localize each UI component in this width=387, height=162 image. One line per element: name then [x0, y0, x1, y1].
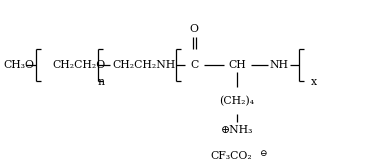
Text: O: O [190, 24, 199, 34]
Text: n: n [98, 77, 105, 87]
Text: CH₂CH₂NH: CH₂CH₂NH [112, 60, 175, 70]
Text: CH: CH [228, 60, 246, 70]
Text: CF₃CO₂: CF₃CO₂ [211, 150, 252, 161]
Text: C: C [190, 60, 199, 70]
Text: CH₃O: CH₃O [4, 60, 35, 70]
Text: CH₂CH₂O: CH₂CH₂O [52, 60, 106, 70]
Text: ⊖: ⊖ [259, 149, 266, 158]
Text: NH: NH [269, 60, 288, 70]
Text: ⊕NH₃: ⊕NH₃ [221, 125, 253, 135]
Text: x: x [310, 77, 317, 87]
Text: (CH₂)₄: (CH₂)₄ [219, 96, 254, 106]
